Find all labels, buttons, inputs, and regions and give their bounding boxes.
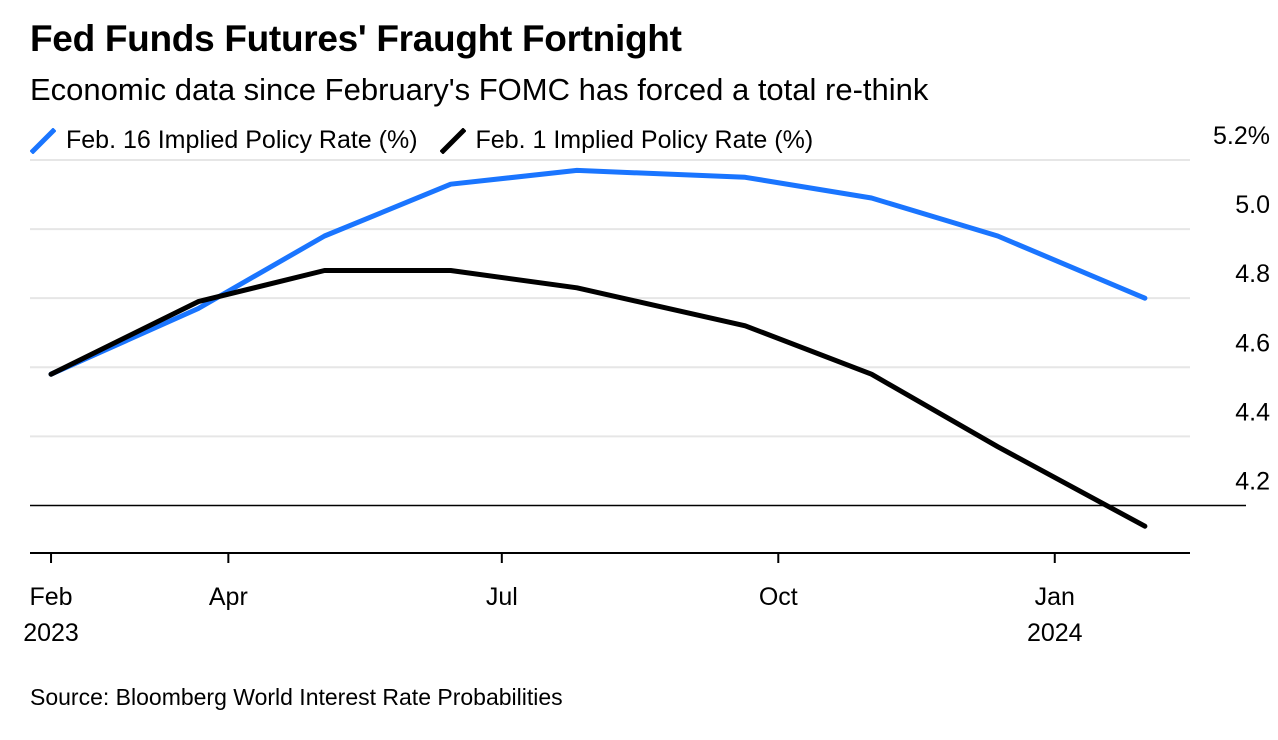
y-tick-label: 4.8	[1235, 260, 1270, 288]
x-tick-label: Jul	[486, 583, 518, 611]
x-tick-label: Oct	[759, 583, 798, 611]
legend-item-feb16: Feb. 16 Implied Policy Rate (%)	[30, 126, 418, 155]
chart-title: Fed Funds Futures' Fraught Fortnight	[30, 18, 682, 59]
legend: Feb. 16 Implied Policy Rate (%) Feb. 1 I…	[30, 126, 835, 155]
legend-label-feb1: Feb. 1 Implied Policy Rate (%)	[475, 126, 814, 154]
x-tick-year-label: 2023	[23, 619, 79, 647]
source-note: Source: Bloomberg World Interest Rate Pr…	[30, 684, 563, 710]
x-tick-label: Jan	[1035, 583, 1075, 611]
x-tick-label: Feb	[29, 583, 72, 611]
legend-swatch-feb16	[30, 127, 56, 154]
x-tick-label: Apr	[209, 583, 248, 611]
series-line-feb16	[48, 167, 1148, 377]
line-chart: 4.2 4.4 4.6 4.8 5.0 5.2% Feb 2023 Apr Jul Oct Jan 20…	[23, 122, 1270, 647]
series-line-feb1	[48, 268, 1148, 529]
y-tick-label: 4.4	[1235, 398, 1270, 426]
legend-label-feb16: Feb. 16 Implied Policy Rate (%)	[66, 126, 418, 154]
x-tick-year-label: 2024	[1027, 619, 1083, 647]
y-tick-label: 5.2%	[1213, 122, 1270, 150]
y-tick-label: 4.6	[1235, 329, 1270, 357]
y-tick-label: 5.0	[1235, 191, 1270, 219]
legend-item-feb1: Feb. 1 Implied Policy Rate (%)	[439, 126, 814, 155]
legend-swatch-feb1	[439, 127, 466, 154]
y-tick-label: 4.2	[1235, 467, 1270, 495]
chart-subtitle: Economic data since February's FOMC has …	[30, 72, 929, 107]
